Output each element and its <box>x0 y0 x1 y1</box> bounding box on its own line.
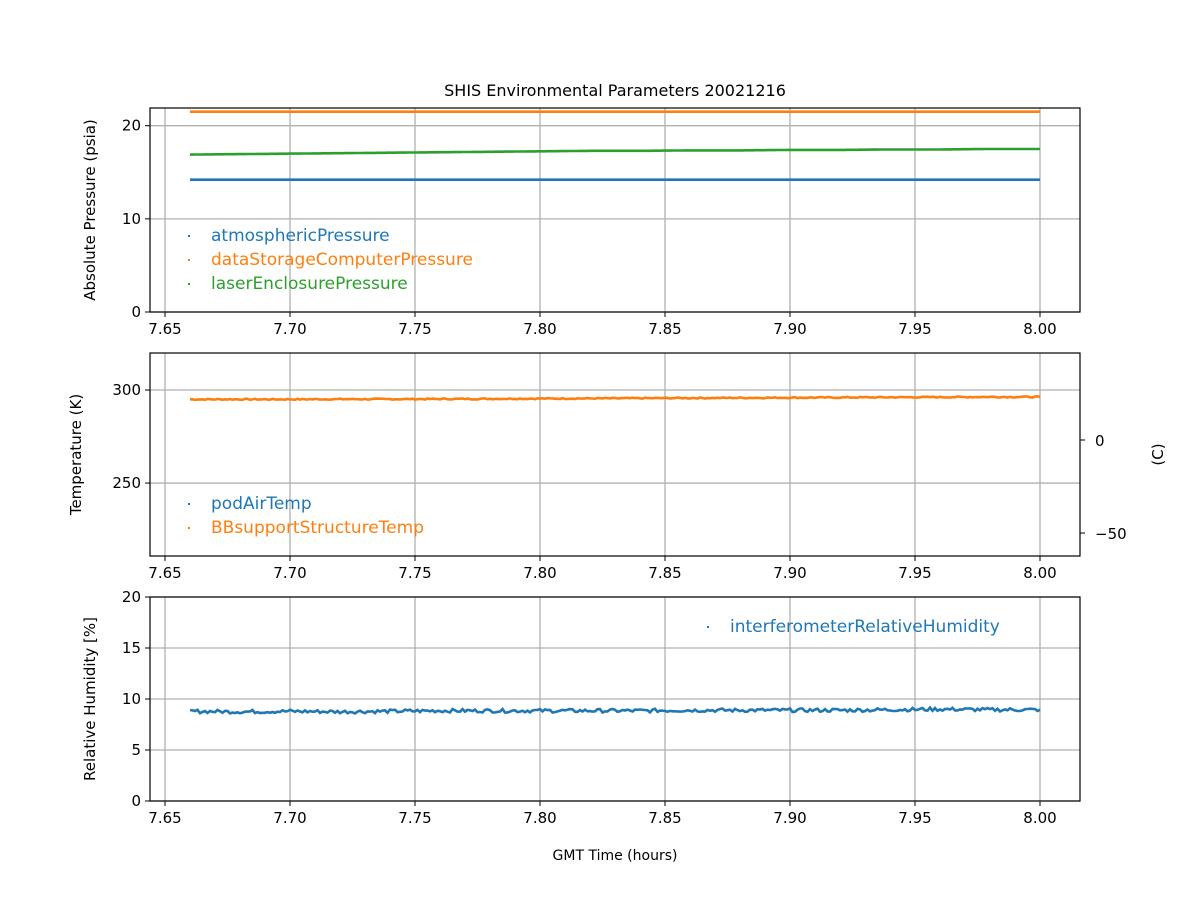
y-tick-label: 10 <box>122 690 141 708</box>
x-tick-label: 7.80 <box>523 320 556 338</box>
y-tick-label: 0 <box>131 792 141 810</box>
axes-frame <box>149 107 1081 313</box>
x-tick-label: 7.65 <box>148 809 181 827</box>
legend-marker <box>188 283 190 285</box>
y-tick-label: 250 <box>112 474 141 492</box>
x-tick-label: 7.90 <box>773 564 806 582</box>
x-tick-label: 8.00 <box>1023 320 1056 338</box>
y-tick-label: 20 <box>122 117 141 135</box>
axes-frame <box>149 596 1081 802</box>
x-tick-label: 7.65 <box>148 320 181 338</box>
series-laserEnclosurePressure <box>190 147 1040 156</box>
subplot-2: 7.65 7.70 7.75 7.80 7.85 7.90 7.95 8.00 250 300 0 −… <box>67 352 1167 582</box>
x-tick-label: 8.00 <box>1023 809 1056 827</box>
subplot-1: 7.65 7.70 7.75 7.80 7.85 7.90 7.95 8.00 0 10 20 Abs… <box>81 107 1081 338</box>
x-tick-label: 7.85 <box>648 320 681 338</box>
legend-label: interferometerRelativeHumidity <box>730 617 1000 637</box>
y-tick-label: 5 <box>131 741 141 759</box>
legend-label: dataStorageComputerPressure <box>211 250 473 270</box>
y-tick-label: 0 <box>131 303 141 321</box>
x-tick-label: 7.85 <box>648 809 681 827</box>
y-tick-label: 10 <box>122 210 141 228</box>
x-tick-label: 7.70 <box>273 809 306 827</box>
x-tick-label: 7.85 <box>648 564 681 582</box>
legend-label: atmosphericPressure <box>211 226 390 246</box>
x-tick-label: 7.90 <box>773 320 806 338</box>
y2-tick-label: 0 <box>1095 432 1105 450</box>
legend-marker <box>188 235 190 237</box>
series-BBsupportStructureTemp <box>190 395 1041 402</box>
x-tick-label: 7.80 <box>523 809 556 827</box>
y-axis-label: Relative Humidity [%] <box>81 617 99 781</box>
y-axis-label: Absolute Pressure (psia) <box>81 119 99 301</box>
subplot-3: 7.65 7.70 7.75 7.80 7.85 7.90 7.95 8.00 0 5 10 15 20… <box>81 588 1081 827</box>
legend-label: BBsupportStructureTemp <box>211 518 424 538</box>
x-tick-label: 7.95 <box>898 320 931 338</box>
legend-marker <box>188 503 190 505</box>
x-tick-label: 7.80 <box>523 564 556 582</box>
legend-marker <box>188 527 190 529</box>
legend-label: laserEnclosurePressure <box>211 274 408 294</box>
legend-marker <box>188 259 190 261</box>
y-axis-label: Temperature (K) <box>67 394 85 516</box>
x-tick-label: 7.70 <box>273 320 306 338</box>
x-tick-label: 7.70 <box>273 564 306 582</box>
chart-title: SHIS Environmental Parameters 20021216 <box>444 81 786 100</box>
x-tick-label: 7.75 <box>398 564 431 582</box>
y2-axis-label: (C) <box>1149 443 1167 465</box>
x-tick-label: 7.95 <box>898 809 931 827</box>
y-tick-label: 15 <box>122 639 141 657</box>
legend-label: podAirTemp <box>211 494 312 514</box>
x-tick-label: 8.00 <box>1023 564 1056 582</box>
x-tick-label: 7.95 <box>898 564 931 582</box>
x-tick-label: 7.65 <box>148 564 181 582</box>
legend-marker <box>707 626 709 628</box>
x-tick-label: 7.75 <box>398 809 431 827</box>
y2-tick-label: −50 <box>1095 525 1127 543</box>
x-tick-label: 7.75 <box>398 320 431 338</box>
x-tick-label: 7.90 <box>773 809 806 827</box>
y-tick-label: 20 <box>122 588 141 606</box>
axes-frame <box>149 352 1081 557</box>
y-tick-label: 300 <box>112 381 141 399</box>
series-interferometerRelativeHumidity <box>189 705 1041 715</box>
x-axis-label: GMT Time (hours) <box>553 848 678 864</box>
